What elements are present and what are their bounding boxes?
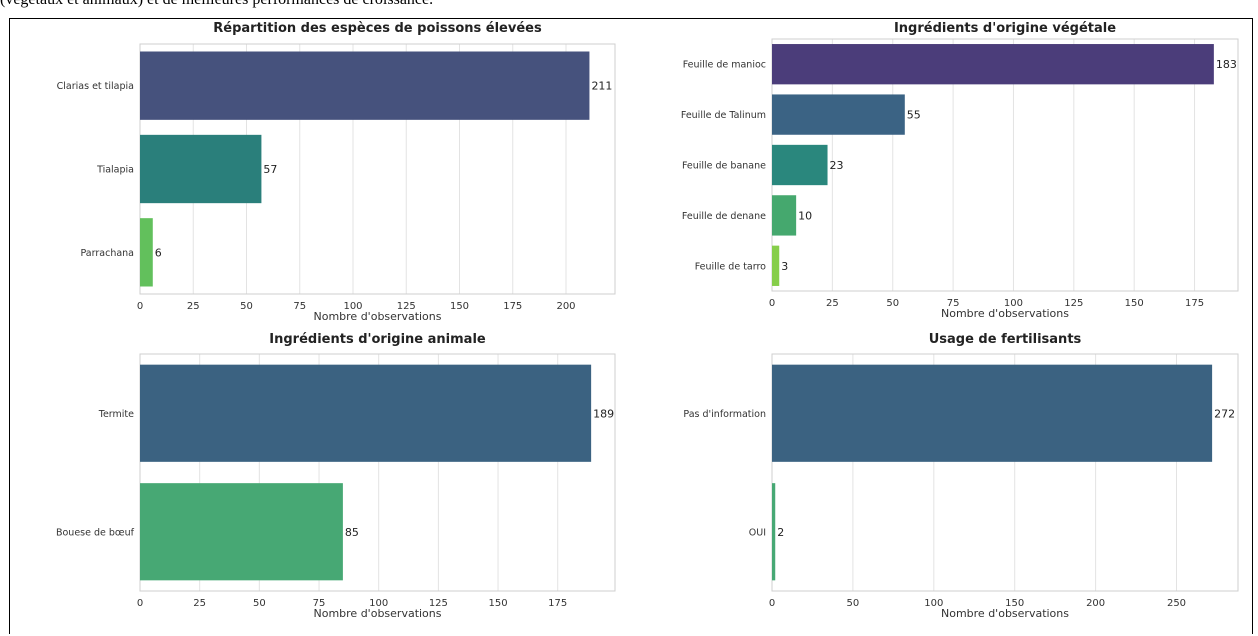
x-tick-label: 75 — [947, 298, 960, 309]
x-tick-label: 150 — [488, 598, 507, 609]
bar — [140, 218, 153, 287]
chart-plant-ingredients: Ingrédients d'origine végétale Feuille de… — [681, 21, 1239, 320]
category-label: Clarias et tilapia — [57, 81, 134, 92]
data-label: 6 — [155, 246, 162, 259]
data-label: 189 — [593, 407, 614, 420]
data-label: 23 — [830, 159, 844, 172]
data-label: 2 — [777, 526, 784, 539]
caption-fragment: (végétaux et animaux) et de meilleures p… — [0, 0, 1258, 11]
bar — [140, 51, 590, 120]
x-tick-label: 50 — [240, 301, 253, 312]
x-tick-label: 125 — [1064, 298, 1083, 309]
x-tick-label: 0 — [137, 301, 143, 312]
category-label: Feuille de tarro — [695, 261, 766, 272]
bar — [772, 245, 780, 286]
bar — [772, 364, 1213, 462]
category-label: Tialapia — [96, 165, 134, 176]
data-label: 55 — [907, 109, 921, 122]
x-tick-label: 250 — [1167, 598, 1186, 609]
x-tick-label: 150 — [450, 301, 469, 312]
x-axis-title: Nombre d'observations — [314, 310, 442, 323]
x-tick-label: 150 — [1005, 598, 1024, 609]
chart-title: Répartition des espèces de poissons élev… — [213, 21, 542, 36]
chart-fertilizer-usage: Usage de fertilisants Pas d'information 27… — [683, 332, 1239, 620]
bar — [140, 483, 343, 581]
bar — [772, 44, 1214, 85]
x-axis-title: Nombre d'observations — [941, 307, 1069, 320]
x-tick-label: 50 — [253, 598, 266, 609]
chart-title: Ingrédients d'origine végétale — [894, 21, 1116, 36]
x-tick-label: 175 — [503, 301, 522, 312]
bar — [772, 144, 828, 186]
bar — [140, 364, 592, 462]
x-tick-label: 75 — [313, 598, 326, 609]
data-label: 10 — [798, 209, 812, 222]
x-tick-label: 100 — [343, 301, 362, 312]
data-label: 57 — [263, 163, 277, 176]
category-label: Termite — [98, 409, 134, 420]
x-tick-label: 100 — [369, 598, 388, 609]
bar — [772, 483, 776, 581]
category-label: Bouese de bœuf — [56, 527, 135, 538]
data-label: 3 — [781, 260, 788, 273]
x-tick-label: 200 — [1086, 598, 1105, 609]
plot-frame — [139, 353, 616, 592]
data-label: 272 — [1214, 407, 1235, 420]
x-tick-label: 25 — [826, 298, 839, 309]
x-tick-label: 200 — [556, 301, 575, 312]
bar — [772, 195, 797, 236]
x-tick-label: 100 — [1004, 298, 1023, 309]
chart-animal-ingredients: Ingrédients d'origine animale Termite 189 B… — [56, 332, 616, 620]
x-tick-label: 50 — [886, 298, 899, 309]
category-label: Feuille de manioc — [683, 60, 766, 71]
x-tick-label: 25 — [187, 301, 200, 312]
x-tick-label: 75 — [293, 301, 306, 312]
bar — [140, 134, 262, 204]
bar — [772, 94, 905, 135]
x-axis-title: Nombre d'observations — [941, 607, 1069, 620]
x-tick-label: 100 — [924, 598, 943, 609]
data-label: 211 — [591, 80, 612, 93]
category-label: Parrachana — [81, 248, 135, 259]
x-axis-title: Nombre d'observations — [314, 607, 442, 620]
x-tick-label: 175 — [1185, 298, 1204, 309]
category-label: Feuille de Talinum — [681, 110, 766, 121]
category-label: Pas d'information — [683, 409, 766, 420]
x-tick-label: 125 — [429, 598, 448, 609]
x-tick-label: 125 — [397, 301, 416, 312]
data-label: 85 — [345, 526, 359, 539]
plot-frame — [771, 353, 1239, 592]
x-tick-label: 50 — [847, 598, 860, 609]
category-label: Feuille de denane — [682, 211, 766, 222]
x-tick-label: 0 — [769, 598, 775, 609]
x-tick-label: 175 — [548, 598, 567, 609]
chart-title: Usage de fertilisants — [929, 332, 1082, 347]
category-label: OUI — [749, 527, 766, 538]
x-tick-label: 0 — [769, 298, 775, 309]
category-label: Feuille de banane — [682, 161, 766, 172]
x-tick-label: 25 — [193, 598, 206, 609]
chart-title: Ingrédients d'origine animale — [269, 332, 486, 347]
x-tick-label: 0 — [137, 598, 143, 609]
x-tick-label: 150 — [1125, 298, 1144, 309]
chart-fish-species: Répartition des espèces de poissons élev… — [57, 21, 616, 323]
data-label: 183 — [1216, 58, 1237, 71]
